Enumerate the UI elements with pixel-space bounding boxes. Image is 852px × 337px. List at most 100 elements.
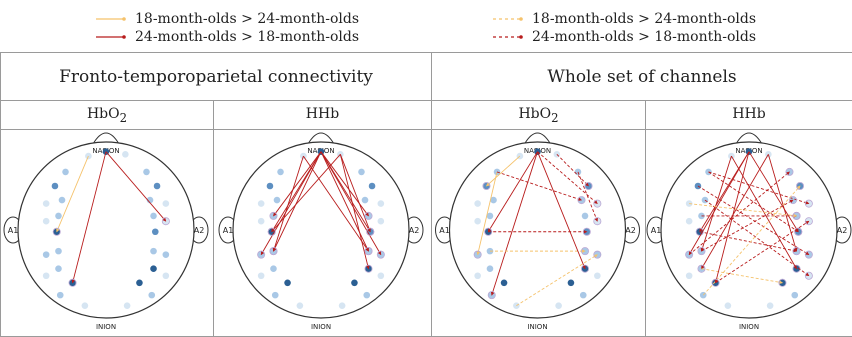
panel-whole-hbo2: A1A2NASIONINION	[432, 130, 646, 337]
head-map-ftp-hbo2: A1A2NASIONINION	[1, 130, 211, 334]
channel-dot	[272, 292, 279, 299]
channel-dot	[555, 302, 562, 309]
landmark-inion: INION	[96, 323, 116, 331]
subheader-base: HHb	[732, 106, 765, 122]
figure-grid: Fronto-temporoparietal connectivity Whol…	[0, 52, 852, 337]
head-outline	[661, 142, 837, 318]
ear-label-left: A1	[8, 226, 19, 235]
channel-dot	[582, 213, 589, 220]
head-outline	[18, 142, 194, 318]
channel-dot	[55, 265, 62, 272]
channel-dot	[534, 148, 541, 155]
ear-label-right: A2	[194, 226, 205, 235]
ear-label-right: A2	[837, 226, 848, 235]
channel-dot	[258, 218, 265, 225]
channel-dot	[163, 200, 170, 207]
channel-dot	[474, 272, 481, 279]
channel-dot	[152, 228, 159, 235]
landmark-inion: INION	[311, 323, 331, 331]
channel-dot	[43, 251, 50, 258]
legend-item-dashed-older: 24-month-olds > 18-month-olds	[492, 28, 756, 46]
channel-dot	[358, 169, 365, 176]
channel-dot	[297, 302, 304, 309]
legend-label: 24-month-olds > 18-month-olds	[532, 29, 756, 45]
group-header-whole-set: Whole set of channels	[432, 53, 852, 101]
channel-dot	[318, 148, 325, 155]
group-header-fronto-temporoparietal: Fronto-temporoparietal connectivity	[1, 53, 432, 101]
head-map-ftp-hhb: A1A2NASIONINION	[214, 130, 428, 334]
legend-label: 24-month-olds > 18-month-olds	[135, 29, 359, 45]
channel-dot	[124, 302, 131, 309]
channel-dot	[267, 183, 274, 190]
channel-dot	[150, 213, 157, 220]
channel-dot	[43, 272, 50, 279]
channel-dot	[55, 213, 62, 220]
channel-dot	[284, 280, 291, 287]
channel-dot	[148, 292, 155, 299]
channel-dot	[362, 197, 369, 204]
channel-dot	[695, 183, 702, 190]
channel-dot	[143, 169, 150, 176]
channel-dot	[474, 218, 481, 225]
subheader-subscript: 2	[551, 110, 558, 124]
solid-yellow-line-icon	[95, 15, 127, 23]
dashed-red-line-icon	[492, 33, 524, 41]
channel-dot	[700, 292, 707, 299]
channel-dot	[258, 200, 265, 207]
channel-dot	[43, 218, 50, 225]
channel-dot	[270, 265, 277, 272]
legend-item-dashed-younger: 18-month-olds > 24-month-olds	[492, 10, 756, 28]
channel-dot	[59, 197, 66, 204]
subheader-base: HbO	[87, 106, 120, 122]
subheader-hbo2: HbO2	[1, 101, 214, 130]
channel-dot	[163, 251, 170, 258]
subheader-hhb: HHb	[646, 101, 852, 130]
channel-dot	[767, 302, 774, 309]
channel-dot	[369, 183, 376, 190]
ear-label-right: A2	[409, 226, 420, 235]
channel-dot	[136, 280, 143, 287]
legend-label: 18-month-olds > 24-month-olds	[532, 11, 756, 27]
channel-dot	[580, 292, 587, 299]
channel-dot	[487, 265, 494, 272]
channel-dot	[52, 183, 59, 190]
channel-dot	[378, 218, 385, 225]
channel-dot	[62, 169, 69, 176]
subheader-base: HHb	[306, 106, 339, 122]
channel-dot	[363, 292, 370, 299]
channel-dot	[791, 292, 798, 299]
channel-dot	[594, 272, 601, 279]
channel-dot	[43, 200, 50, 207]
channel-dot	[554, 151, 561, 158]
panel-whole-hhb: A1A2NASIONINION	[646, 130, 852, 337]
channel-dot	[339, 302, 346, 309]
channel-dot	[686, 272, 693, 279]
legend-label: 18-month-olds > 24-month-olds	[135, 11, 359, 27]
channel-dot	[163, 272, 170, 279]
head-map-whole-hhb: A1A2NASIONINION	[646, 130, 852, 334]
channel-dot	[82, 302, 89, 309]
dashed-yellow-line-icon	[492, 15, 524, 23]
channel-dot	[501, 280, 508, 287]
channel-dot	[351, 280, 358, 287]
legend-item-solid-older: 24-month-olds > 18-month-olds	[95, 28, 359, 46]
subheader-subscript: 2	[120, 110, 127, 124]
channel-dot	[568, 280, 575, 287]
channel-dot	[55, 248, 62, 255]
ear-label-left: A1	[439, 226, 450, 235]
channel-dot	[474, 200, 481, 207]
channel-dot	[686, 218, 693, 225]
channel-dot	[725, 302, 732, 309]
channel-dot	[57, 292, 64, 299]
channel-dot	[150, 248, 157, 255]
channel-dot	[122, 151, 129, 158]
channel-dot	[277, 169, 284, 176]
channel-dot	[150, 265, 157, 272]
channel-dot	[746, 148, 753, 155]
landmark-inion: INION	[739, 323, 759, 331]
channel-dot	[258, 272, 265, 279]
head-map-whole-hbo2: A1A2NASIONINION	[432, 130, 643, 334]
ear-label-left: A1	[651, 226, 662, 235]
channel-dot	[274, 197, 281, 204]
landmark-inion: INION	[527, 323, 547, 331]
